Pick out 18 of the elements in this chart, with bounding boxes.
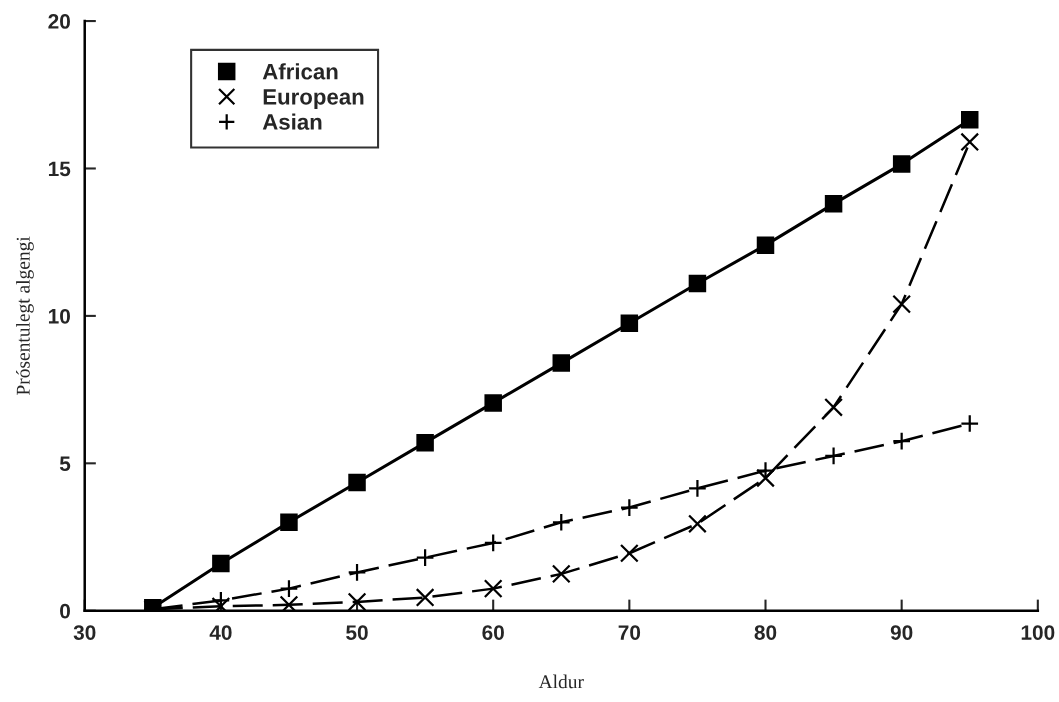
y-tick-label: 5 <box>59 456 71 472</box>
legend-label: European <box>263 89 364 110</box>
y-tick-label: 20 <box>48 14 70 29</box>
y-tick-label: 0 <box>60 603 70 619</box>
x-tick-label: 30 <box>73 625 96 640</box>
legend-label: Asian <box>262 113 322 130</box>
x-tick-label: 100 <box>1021 625 1055 640</box>
x-tick-label: 40 <box>209 625 232 640</box>
x-tick-label: 60 <box>482 625 504 640</box>
y-axis-title: Prósentulegt algengi <box>16 236 34 395</box>
x-tick-label: 90 <box>890 625 913 640</box>
x-tick-label: 50 <box>346 625 368 640</box>
x-tick-label: 70 <box>618 625 641 640</box>
y-tick-label: 15 <box>48 161 71 177</box>
x-tick-label: 80 <box>754 625 777 640</box>
x-axis-title: Aldur <box>538 674 584 689</box>
legend-label: African <box>262 63 338 80</box>
y-tick-label: 10 <box>48 308 70 324</box>
